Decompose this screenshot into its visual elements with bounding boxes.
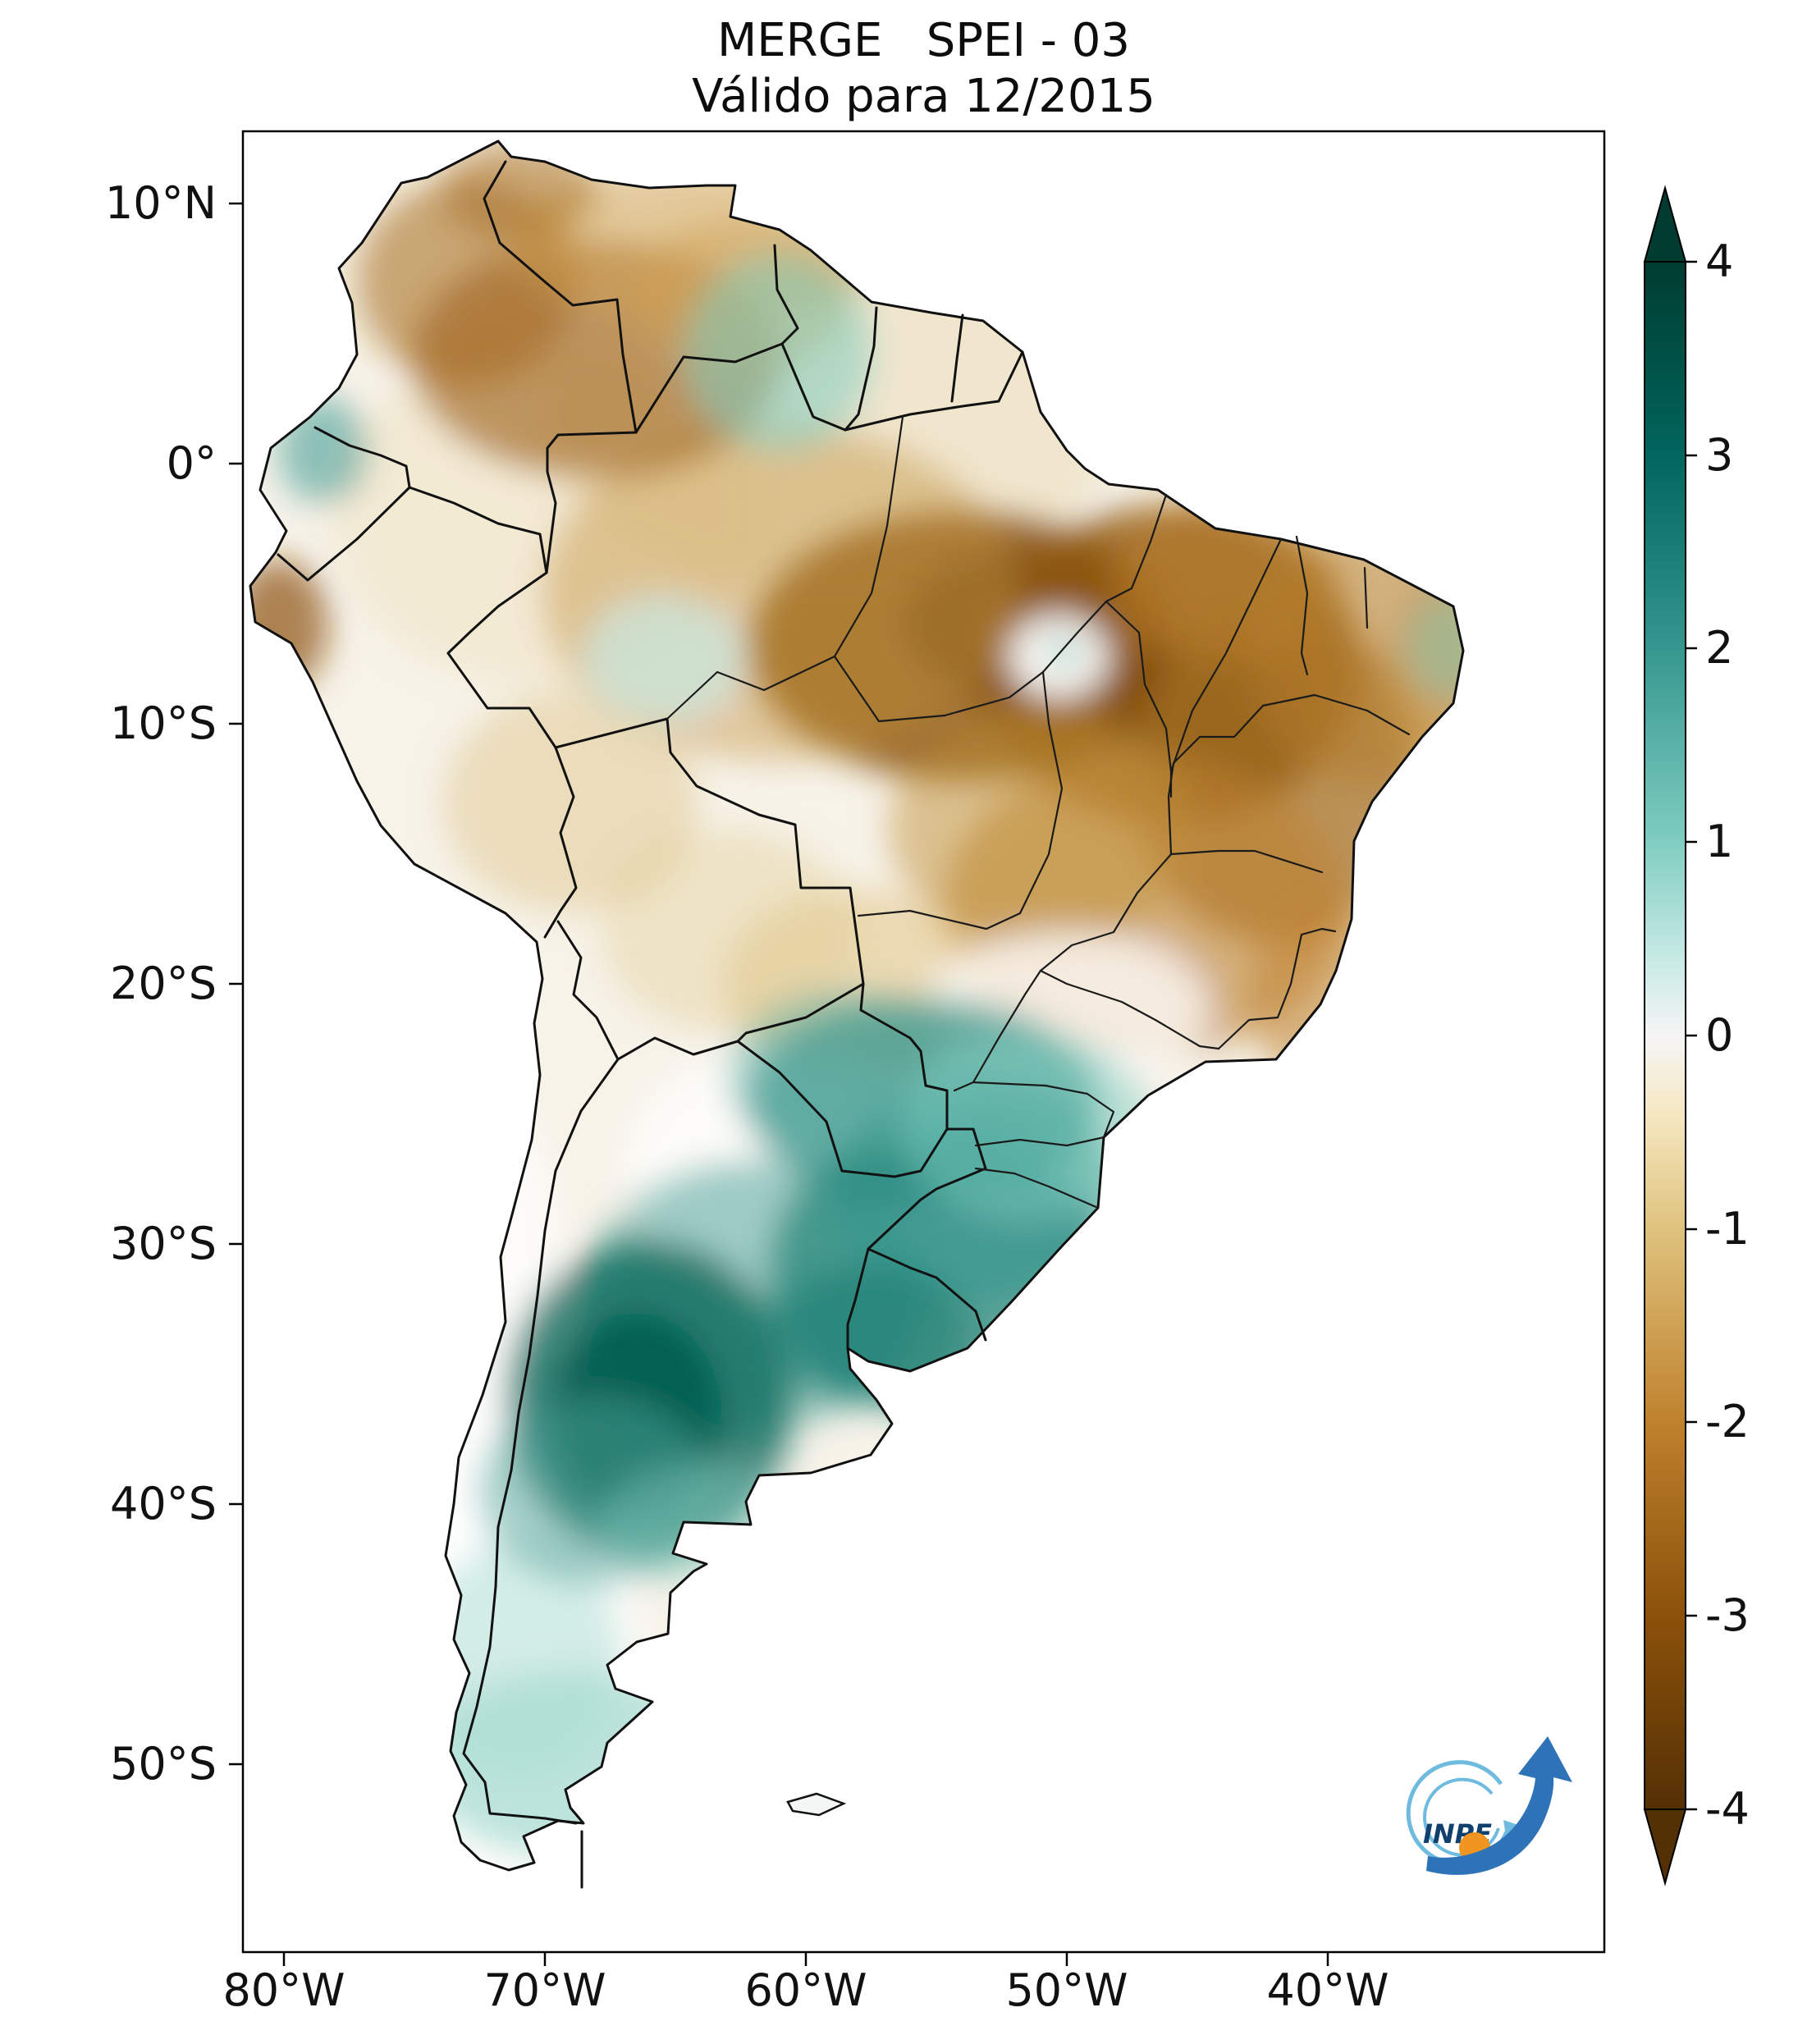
colorbar-label-m1: -1 [1705, 1203, 1750, 1255]
inpe-logo-arrow [1426, 1736, 1572, 1875]
colorbar-label-3: 3 [1705, 429, 1734, 481]
x-tick-label-40w: 40°W [1266, 1964, 1389, 2016]
colorbar-label-4: 4 [1705, 235, 1734, 287]
y-tick-label-30s: 30°S [110, 1218, 217, 1269]
inpe-logo: INPE [1406, 1736, 1572, 1875]
colorbar-top-arrow [1643, 185, 1687, 263]
y-tick-label-40s: 40°S [110, 1478, 217, 1530]
colorbar-ticks [1686, 260, 1697, 1811]
colorbar-label-2: 2 [1705, 622, 1734, 674]
state-borders [666, 415, 1411, 1209]
x-tick-label-70w: 70°W [483, 1964, 606, 2016]
colorbar-gradient [1644, 261, 1686, 1810]
figure-title: MERGE SPEI - 03 Válido para 12/2015 [243, 13, 1604, 125]
continent-outline [249, 139, 1465, 1872]
axis-ticks [229, 202, 1329, 1966]
colorbar-label-m4: -4 [1705, 1783, 1750, 1835]
colorbar-label-1: 1 [1705, 816, 1734, 867]
spei-raster-blobs [250, 141, 1463, 1870]
x-tick-label-80w: 80°W [222, 1964, 345, 2016]
y-tick-label-50s: 50°S [110, 1738, 217, 1790]
y-tick-label-20s: 20°S [110, 958, 217, 1009]
x-tick-label-60w: 60°W [744, 1964, 867, 2016]
plot-frame [241, 130, 1606, 1954]
colorbar-bottom-arrow [1643, 1809, 1687, 1886]
y-tick-label-10s: 10°S [110, 697, 217, 749]
colorbar-label-m3: -3 [1705, 1589, 1750, 1641]
title-line-1: MERGE SPEI - 03 [716, 14, 1131, 67]
colorbar-label-m2: -2 [1705, 1396, 1750, 1447]
country-borders [277, 160, 1024, 1889]
y-tick-label-10n: 10°N [104, 177, 217, 229]
colorbar [1643, 185, 1697, 1886]
colorbar-label-0: 0 [1705, 1009, 1734, 1061]
falkland-islands [786, 1792, 847, 1817]
y-tick-label-0: 0° [166, 437, 217, 489]
x-tick-label-50w: 50°W [1005, 1964, 1128, 2016]
title-line-2: Válido para 12/2015 [692, 70, 1155, 123]
